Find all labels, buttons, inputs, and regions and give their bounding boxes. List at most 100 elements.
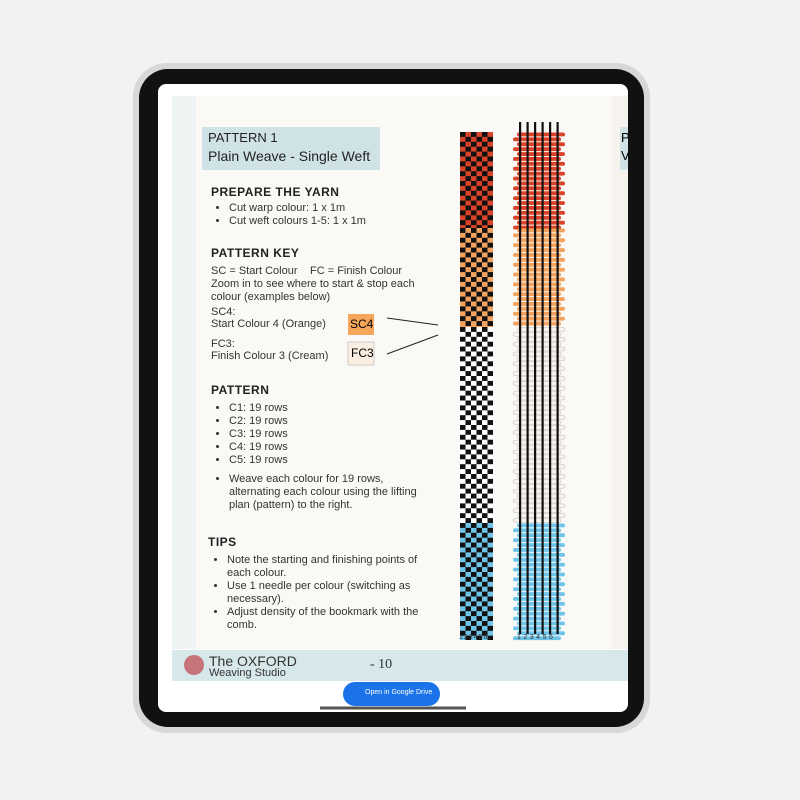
- weave-cell: [541, 122, 544, 634]
- weave-cell: [465, 166, 471, 172]
- weave-cell: [471, 356, 477, 362]
- weave-cell: [482, 346, 488, 352]
- weave-cell: [460, 247, 466, 253]
- weave-cell: [517, 171, 565, 176]
- weave-cell: [465, 272, 471, 277]
- weave-cell: [482, 327, 488, 332]
- weave-cell: [516, 474, 566, 479]
- weave-cell: [487, 361, 493, 367]
- button-label[interactable]: Open in Google Drive: [365, 689, 433, 696]
- badge: FC3: [351, 346, 374, 360]
- column-numbers: 123456: [459, 634, 489, 641]
- weave-cell: [476, 361, 482, 367]
- weave-cell: [482, 601, 488, 607]
- weave-cell: [487, 371, 493, 376]
- weave-cell: [465, 576, 471, 582]
- weave-cell: [487, 166, 493, 172]
- weave-cell: [517, 543, 565, 547]
- weave-cell: [476, 586, 482, 592]
- weave-cell: [487, 232, 493, 238]
- weave-cell: [476, 301, 482, 307]
- weave-cell: [471, 581, 477, 587]
- weave-cell: [487, 311, 493, 317]
- weave-cell: [460, 346, 466, 352]
- weave-cell: [476, 185, 482, 191]
- item: Use 1 needle per colour (switching as ne…: [227, 580, 442, 606]
- weave-cell: [460, 200, 466, 206]
- weave-cell: [465, 361, 471, 367]
- weave-cell: [476, 242, 482, 248]
- weave-cell: [460, 532, 466, 538]
- weave-cell: [476, 281, 482, 287]
- list: Cut warp colour: 1 x 1m Cut weft colours…: [213, 202, 366, 228]
- item: C4: 19 rows: [229, 441, 419, 454]
- weave-cell: [471, 542, 477, 548]
- weave-cell: [471, 552, 477, 558]
- weave-cell: [460, 493, 466, 499]
- weave-cell: [487, 635, 493, 640]
- weave-cell: [471, 267, 477, 273]
- weave-cell: [482, 171, 488, 177]
- weave-cell: [471, 601, 477, 607]
- weave-cell: [476, 252, 482, 258]
- heading: TIPS: [208, 535, 237, 549]
- text: Start Colour 4 (Orange): [211, 318, 326, 330]
- weave-cell: [482, 425, 488, 430]
- weave-cell: [516, 356, 566, 362]
- weave-cell: [476, 410, 482, 416]
- weave-cell: [465, 242, 471, 248]
- weave-cell: [482, 562, 488, 568]
- weave-cell: [476, 469, 482, 474]
- weave-cell: [465, 439, 471, 445]
- heading: PATTERN KEY: [211, 246, 300, 260]
- weave-cell: [516, 366, 566, 371]
- weave-cell: [517, 191, 565, 196]
- weave-cell: [465, 498, 471, 504]
- weave-cell: [476, 537, 482, 543]
- weave-cell: [476, 146, 482, 152]
- title-box: [202, 127, 380, 170]
- weave-cell: [513, 636, 561, 641]
- weave-cell: [460, 552, 466, 558]
- title: PATTERN 1: [208, 130, 278, 145]
- item: C5: 19 rows: [229, 454, 419, 467]
- weave-cell: [516, 337, 566, 342]
- weave-cell: [526, 122, 529, 634]
- weave-cell: [517, 306, 565, 311]
- weave-cell: [487, 488, 493, 494]
- weave-cell: [465, 459, 471, 465]
- weave-cell: [465, 488, 471, 494]
- weave-cell: [471, 630, 477, 636]
- weave-cell: [471, 151, 477, 157]
- weave-cell: [517, 582, 565, 587]
- weave-cell: [465, 232, 471, 238]
- drive-button[interactable]: [343, 682, 440, 706]
- footer-band: [172, 650, 628, 681]
- weave-cell: [476, 156, 482, 162]
- weave-cell: [487, 301, 493, 307]
- weave-cell: [482, 151, 488, 157]
- weave-cell: [487, 498, 493, 504]
- arrow: [386, 317, 439, 326]
- weave-cell: [465, 291, 471, 297]
- weave-cell: [476, 439, 482, 445]
- weave-cell: [471, 237, 477, 243]
- weave-cell: [517, 562, 565, 567]
- weave-cell: [465, 371, 471, 376]
- weave-cell: [471, 572, 477, 577]
- weave-cell: [487, 225, 493, 228]
- weave-cell: [476, 390, 482, 396]
- next-page: [612, 96, 628, 649]
- weave-cell: [476, 596, 482, 602]
- weave-cell: [516, 346, 566, 352]
- subtitle: Plain Weave - Single Weft: [208, 148, 371, 164]
- weave-cell: [476, 606, 482, 612]
- brand-sub: Weaving Studio: [209, 667, 286, 679]
- weave-cell: [487, 242, 493, 248]
- weave-cell: [482, 542, 488, 548]
- weave-cell: [517, 287, 565, 292]
- page-number: - 10: [370, 657, 393, 672]
- weave-cell: [487, 469, 493, 474]
